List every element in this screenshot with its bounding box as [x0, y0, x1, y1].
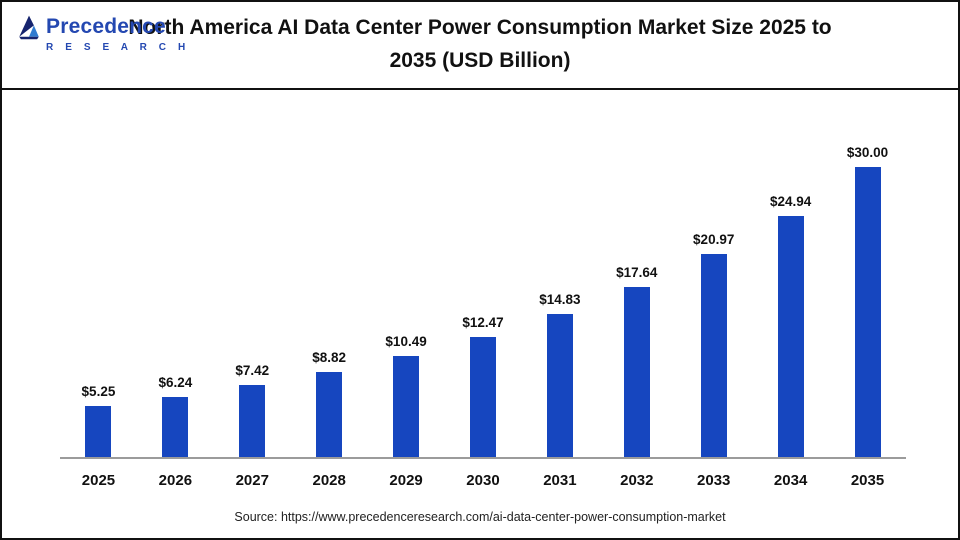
x-axis-label: 2030 [466, 472, 500, 489]
x-axis-label: 2027 [235, 472, 269, 489]
bar-column: $8.82 [291, 350, 368, 457]
brand-logo: Precedence R E S E A R C H [16, 14, 190, 53]
bar-column: $7.42 [214, 363, 291, 457]
x-axis-label: 2033 [697, 472, 731, 489]
bar-value-label: $30.00 [846, 145, 889, 160]
x-axis-label: 2026 [158, 472, 193, 489]
x-axis-label: 2031 [543, 472, 577, 489]
bar [623, 286, 650, 457]
logo-subtitle: R E S E A R C H [46, 42, 190, 53]
bar-column: $30.00 [829, 145, 906, 457]
bar [316, 371, 343, 457]
bar-column: $10.49 [368, 334, 445, 457]
bar-column: $14.83 [521, 292, 598, 457]
bar [469, 336, 496, 457]
bar-value-label: $7.42 [235, 363, 270, 379]
x-axis-label: 2028 [312, 472, 346, 489]
bar-column: $5.25 [60, 384, 137, 457]
x-axis-label: 2025 [81, 472, 116, 489]
x-axis-label: 2035 [850, 472, 885, 489]
source-note: Source: https://www.precedenceresearch.c… [234, 510, 726, 524]
bar-column: $6.24 [137, 375, 214, 457]
chart-title: North America AI Data Center Power Consu… [128, 16, 832, 72]
bar [777, 215, 804, 457]
bar-value-label: $20.97 [693, 232, 735, 248]
x-axis-label: 2032 [620, 472, 654, 489]
bar-value-label: $24.94 [769, 193, 812, 209]
bar [546, 313, 573, 457]
bar-value-label: $8.82 [312, 349, 347, 365]
bar [162, 396, 189, 457]
bar-column: $20.97 [675, 232, 752, 457]
plot-area: $5.25 $6.24 $7.42 $8.82 $10.49 $12.47 $14.83 $1… [60, 137, 906, 459]
bar [85, 406, 112, 457]
bar-column: $17.64 [598, 264, 675, 457]
bar [700, 254, 727, 457]
bar-value-label: $5.25 [81, 384, 116, 400]
bar-value-label: $6.24 [158, 374, 193, 390]
x-axis-label: 2029 [389, 472, 423, 489]
bar-value-label: $10.49 [385, 333, 427, 349]
bar-value-label: $14.83 [539, 291, 581, 307]
precedence-logo-icon [19, 15, 39, 40]
bar [393, 355, 420, 457]
bar-chart: $5.25 $6.24 $7.42 $8.82 $10.49 $12.47 $14.83 $1… [2, 90, 958, 494]
bar-column: $12.47 [445, 314, 522, 457]
x-axis: 2025 2026 2027 2028 2029 2030 2031 2032 2033 2034… [60, 459, 906, 489]
bar-value-label: $17.64 [616, 264, 658, 280]
x-axis-label: 2034 [773, 472, 808, 489]
bar [239, 385, 266, 457]
bar-column: $24.94 [752, 194, 829, 457]
bar-value-label: $12.47 [462, 314, 504, 330]
logo-name: Precedence [46, 15, 166, 38]
header: Precedence R E S E A R C H North America… [2, 2, 958, 90]
bar [854, 167, 881, 457]
